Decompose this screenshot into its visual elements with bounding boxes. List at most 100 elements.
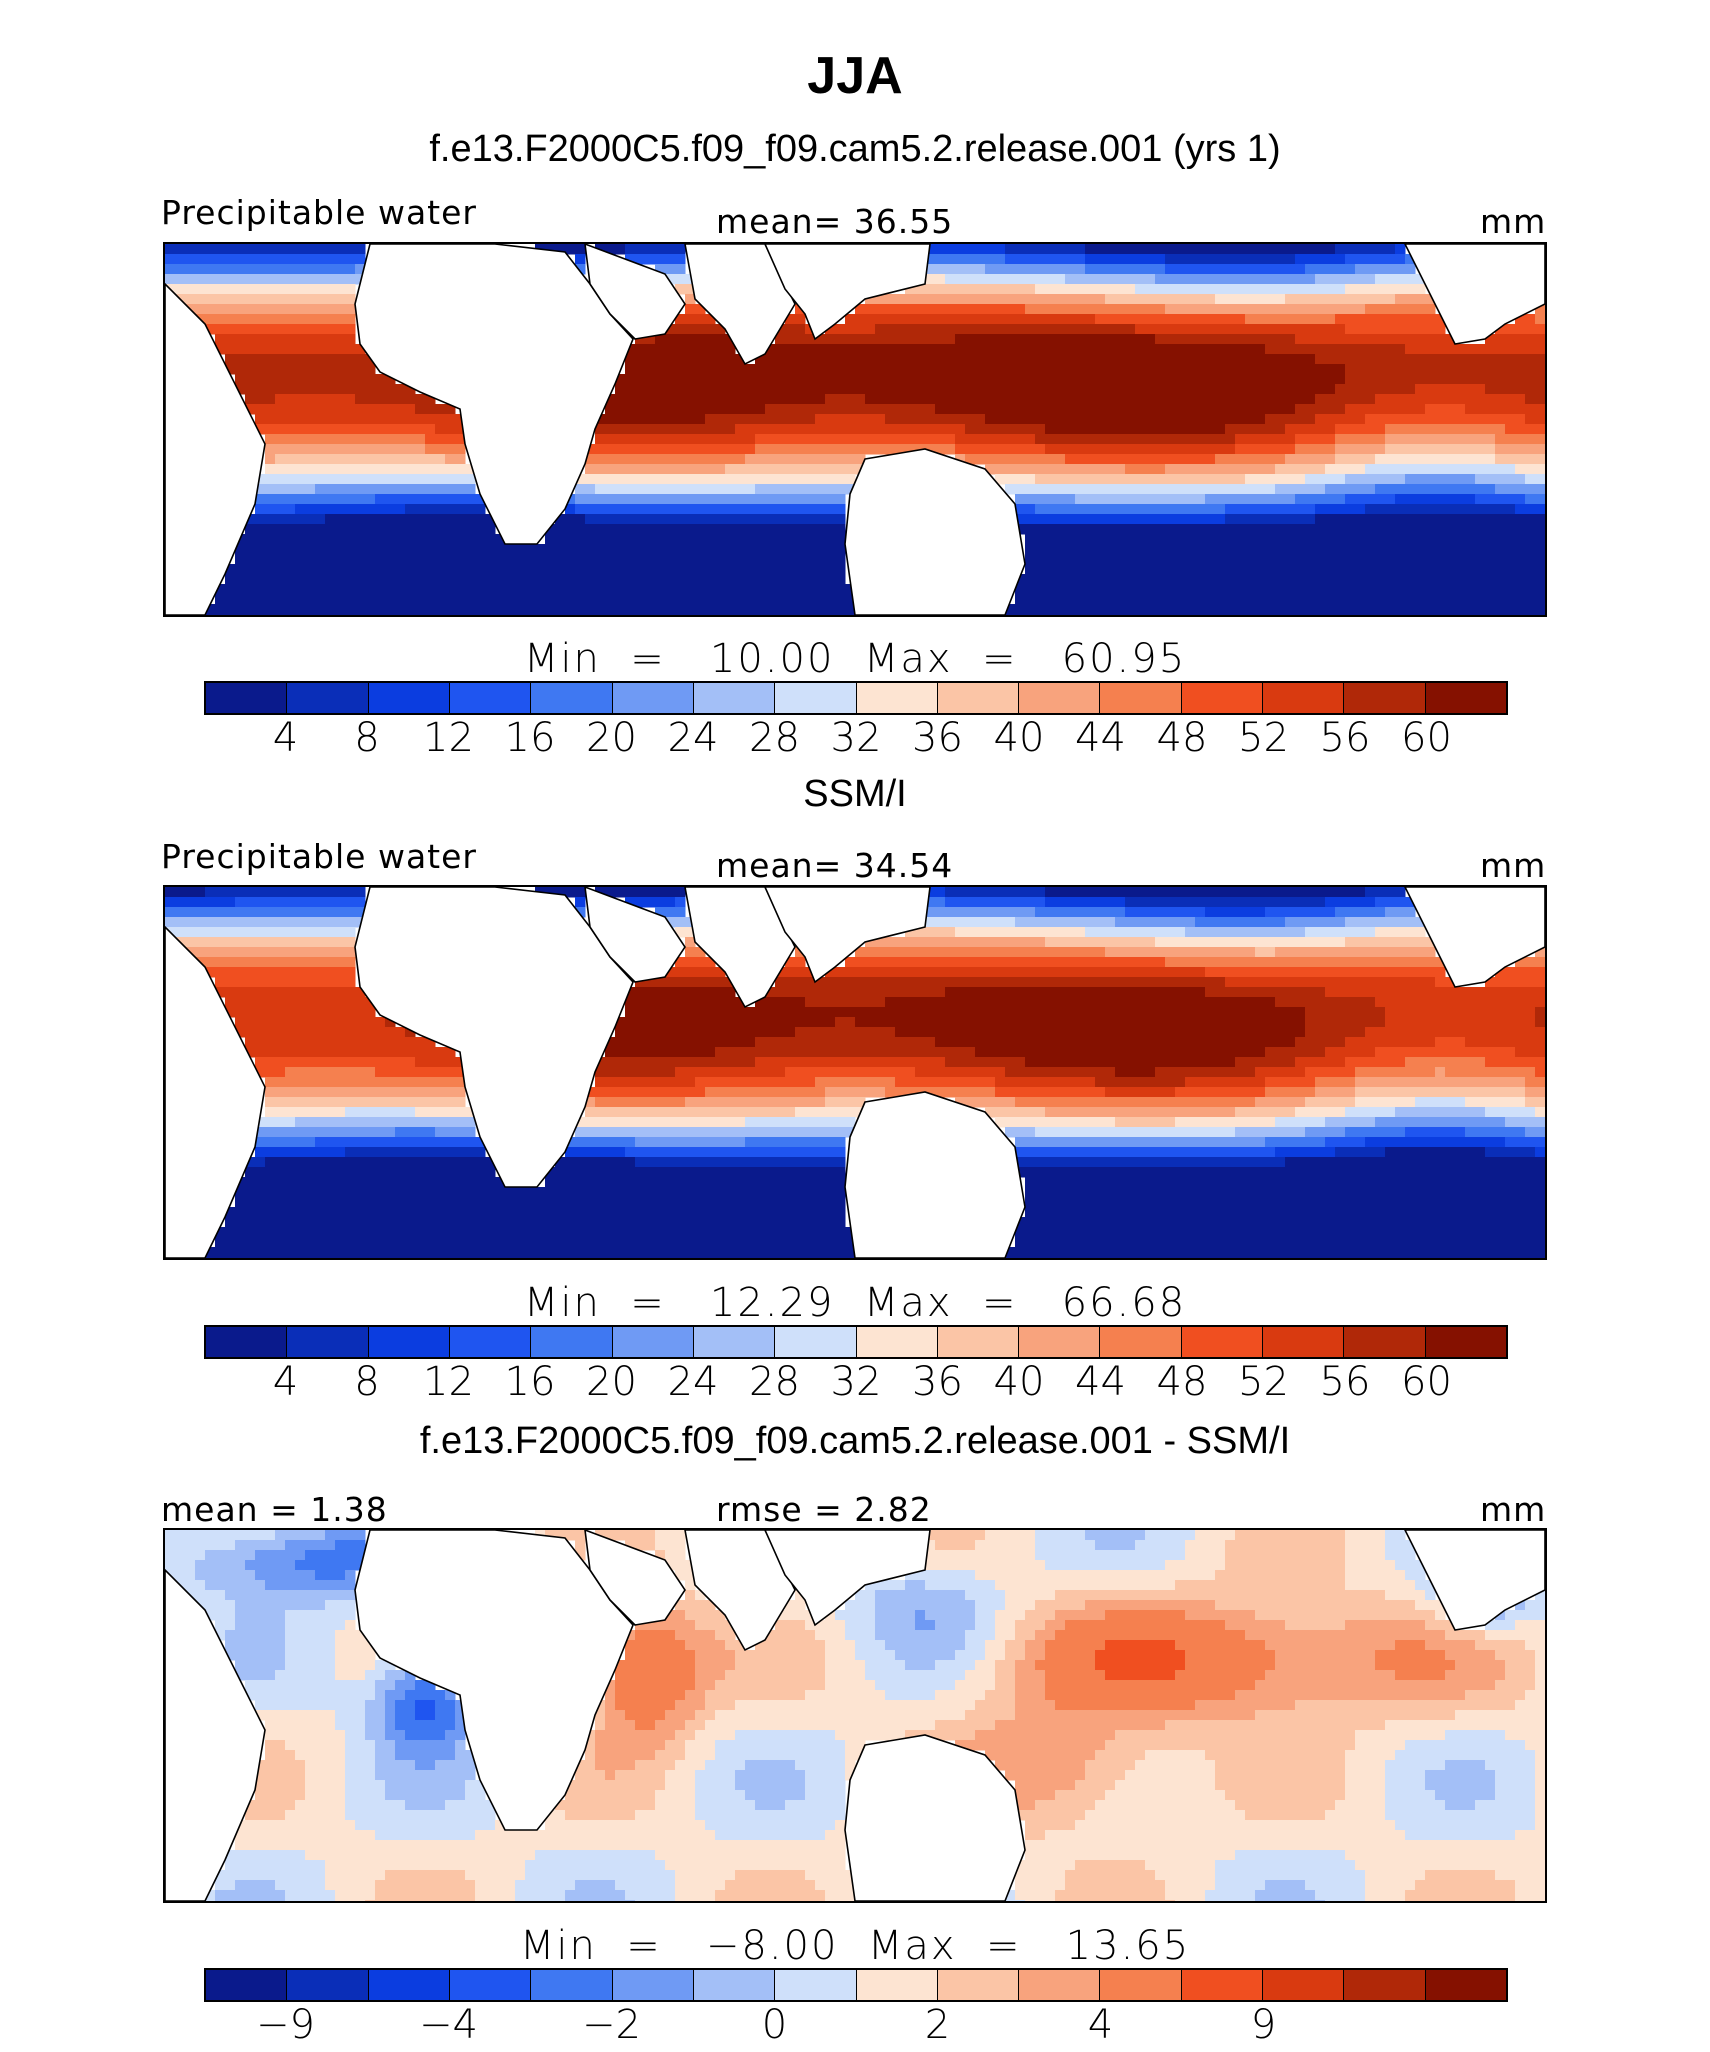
map-cell xyxy=(1355,614,1366,615)
map-cell xyxy=(1265,434,1276,445)
map-cell xyxy=(835,334,846,345)
map-cell xyxy=(1055,344,1066,355)
map-cell xyxy=(1375,344,1386,355)
map-cell xyxy=(675,364,686,375)
map-cell xyxy=(1525,967,1536,978)
map-cell xyxy=(965,354,976,365)
map-cell xyxy=(1255,274,1266,285)
map-cell xyxy=(1175,594,1186,605)
map-cell xyxy=(1275,344,1286,355)
map-cell xyxy=(615,454,626,465)
map-cell xyxy=(215,334,226,345)
map-cell xyxy=(795,574,806,585)
map-cell xyxy=(715,424,726,435)
map-cell xyxy=(445,444,456,455)
map-cell xyxy=(1095,364,1106,375)
map-cell xyxy=(1075,414,1086,425)
map-cell xyxy=(1235,384,1246,395)
map-cell xyxy=(365,364,376,375)
map-cell xyxy=(245,524,256,535)
map-cell xyxy=(625,574,636,585)
map-cell xyxy=(1235,454,1246,465)
map-cell xyxy=(1335,454,1346,465)
map-cell xyxy=(1285,244,1296,255)
map-cell xyxy=(1275,937,1286,948)
map-cell xyxy=(295,887,306,898)
map-cell xyxy=(1365,384,1376,395)
map-cell xyxy=(1205,917,1216,928)
map-cell xyxy=(655,897,666,908)
map-cell xyxy=(565,494,576,505)
map-cell xyxy=(1445,574,1456,585)
map-cell xyxy=(1085,554,1096,565)
map-cell xyxy=(925,887,936,898)
map-cell xyxy=(655,534,666,545)
map-cell xyxy=(1445,484,1456,495)
map-cell xyxy=(1145,324,1156,335)
map-cell xyxy=(495,604,506,615)
map-cell xyxy=(235,554,246,565)
map-cell xyxy=(1025,907,1036,918)
map-cell xyxy=(1535,414,1545,425)
map-cell xyxy=(1115,404,1126,415)
map-cell xyxy=(625,584,636,595)
map-cell xyxy=(1085,604,1096,615)
map-cell xyxy=(625,524,636,535)
map-cell xyxy=(1225,927,1236,938)
map-cell xyxy=(315,907,326,918)
map-cell xyxy=(885,334,896,345)
map-cell xyxy=(265,394,276,405)
map-cell xyxy=(205,274,216,285)
map-cell xyxy=(365,554,376,565)
map-cell xyxy=(805,534,816,545)
map-cell xyxy=(1405,284,1416,295)
map-cell xyxy=(1085,364,1096,375)
map-cell xyxy=(675,324,686,335)
map-cell xyxy=(675,554,686,565)
map-cell xyxy=(625,384,636,395)
map-cell xyxy=(655,574,666,585)
map-cell xyxy=(845,604,856,615)
map-cell xyxy=(1245,324,1256,335)
map-cell xyxy=(1295,474,1306,485)
map-cell xyxy=(355,384,366,395)
map-cell xyxy=(1395,494,1406,505)
map-cell xyxy=(345,927,356,938)
map-cell xyxy=(1385,444,1396,455)
map-cell xyxy=(1105,987,1116,998)
map-cell xyxy=(345,364,356,375)
map-cell xyxy=(915,284,926,295)
map-cell xyxy=(605,524,616,535)
map-cell xyxy=(555,544,566,555)
map-cell xyxy=(965,334,976,345)
map-cell xyxy=(1125,294,1136,305)
map-cell xyxy=(575,564,586,575)
map-cell xyxy=(1015,464,1026,475)
map-cell xyxy=(1435,957,1446,968)
map-cell xyxy=(1345,987,1356,998)
map-cell xyxy=(575,907,586,918)
map-cell xyxy=(945,294,956,305)
map-cell xyxy=(315,967,326,978)
map-cell xyxy=(1315,444,1326,455)
map-cell xyxy=(1385,957,1396,968)
map-cell xyxy=(1075,987,1086,998)
map-cell xyxy=(1375,514,1386,525)
map-cell xyxy=(1185,887,1196,898)
map-cell xyxy=(1075,534,1086,545)
map-cell xyxy=(1495,394,1506,405)
map-cell xyxy=(1025,967,1036,978)
map-cell xyxy=(685,957,696,968)
map-cell xyxy=(1385,304,1396,315)
map-cell xyxy=(1345,967,1356,978)
map-cell xyxy=(1275,274,1286,285)
map-cell xyxy=(1055,927,1066,938)
map-cell xyxy=(485,524,496,535)
map-cell xyxy=(985,404,996,415)
map-cell xyxy=(815,474,826,485)
map-cell xyxy=(305,887,316,898)
map-cell xyxy=(1375,284,1386,295)
map-cell xyxy=(1315,907,1326,918)
map-cell xyxy=(1505,414,1516,425)
map-cell xyxy=(1515,334,1526,345)
